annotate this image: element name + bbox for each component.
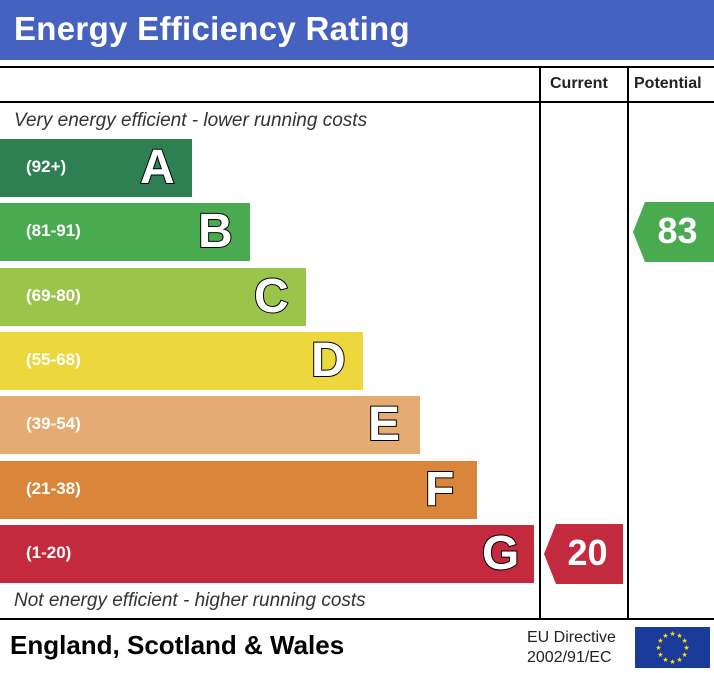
band-e: (39-54) E (0, 396, 420, 454)
eu-star-icon: ★ (676, 632, 682, 640)
band-letter: A (139, 140, 176, 195)
region-label: England, Scotland & Wales (10, 630, 345, 660)
eu-star-icon: ★ (657, 651, 663, 659)
band-range-label: (69-80) (26, 286, 81, 305)
column-divider-current (539, 66, 541, 620)
eu-flag-icon: ★ ★ ★ ★ ★ ★ ★ ★ ★ ★ ★ ★ (635, 627, 710, 668)
band-letter: D (310, 333, 347, 388)
eu-star-icon: ★ (662, 632, 668, 640)
eu-star-icon: ★ (655, 644, 661, 652)
header-row-divider (0, 101, 714, 103)
band-range-label: (55-68) (26, 350, 81, 369)
band-range-label: (81-91) (26, 221, 81, 240)
band-d: (55-68) D (0, 332, 363, 390)
current-rating-arrow: 20 (544, 524, 623, 584)
current-rating-arrow-shape (544, 524, 623, 584)
header-bar: Energy Efficiency Rating (0, 0, 714, 60)
eu-star-icon: ★ (657, 637, 663, 645)
top-caption: Very energy efficient - lower running co… (14, 110, 368, 131)
bottom-caption: Not energy efficient - higher running co… (14, 590, 366, 611)
band-letter: E (367, 397, 401, 452)
band-letter: F (424, 462, 455, 517)
band-range-label: (1-20) (26, 543, 72, 562)
band-range-label: (21-38) (26, 479, 81, 498)
eu-star-icon: ★ (662, 656, 668, 664)
chart-frame (0, 66, 714, 620)
band-letter: G (481, 526, 520, 581)
band-a: (92+) A (0, 139, 192, 197)
band-range-label: (92+) (26, 157, 67, 176)
eu-star-icon: ★ (683, 644, 689, 652)
current-rating-arrow-value: 20 (567, 532, 608, 573)
band-letter: B (197, 204, 234, 259)
eu-star-icon: ★ (669, 630, 675, 638)
potential-rating-arrow: 83 (633, 202, 714, 262)
eu-star-icon: ★ (669, 658, 675, 666)
eu-star-icon: ★ (681, 651, 687, 659)
column-header-current: Current (550, 75, 608, 92)
band-c: (69-80) C (0, 268, 306, 326)
band-f: (21-38) F (0, 461, 477, 519)
eu-directive-line1: EU Directive (527, 629, 616, 646)
chart-title: Energy Efficiency Rating (14, 10, 410, 47)
eu-directive-line2: 2002/91/EC (527, 649, 612, 666)
potential-rating-arrow-shape (633, 202, 714, 262)
column-header-potential: Potential (634, 75, 702, 92)
eu-directive-text: EU Directive 2002/91/EC (527, 628, 616, 668)
eu-star-icon: ★ (681, 637, 687, 645)
band-letter: C (253, 269, 290, 324)
column-divider-potential (627, 66, 629, 620)
band-b: (81-91) B (0, 203, 250, 261)
eu-star-icon: ★ (676, 656, 682, 664)
potential-rating-arrow-value: 83 (657, 210, 698, 251)
band-g: (1-20) G (0, 525, 534, 583)
band-range-label: (39-54) (26, 414, 81, 433)
